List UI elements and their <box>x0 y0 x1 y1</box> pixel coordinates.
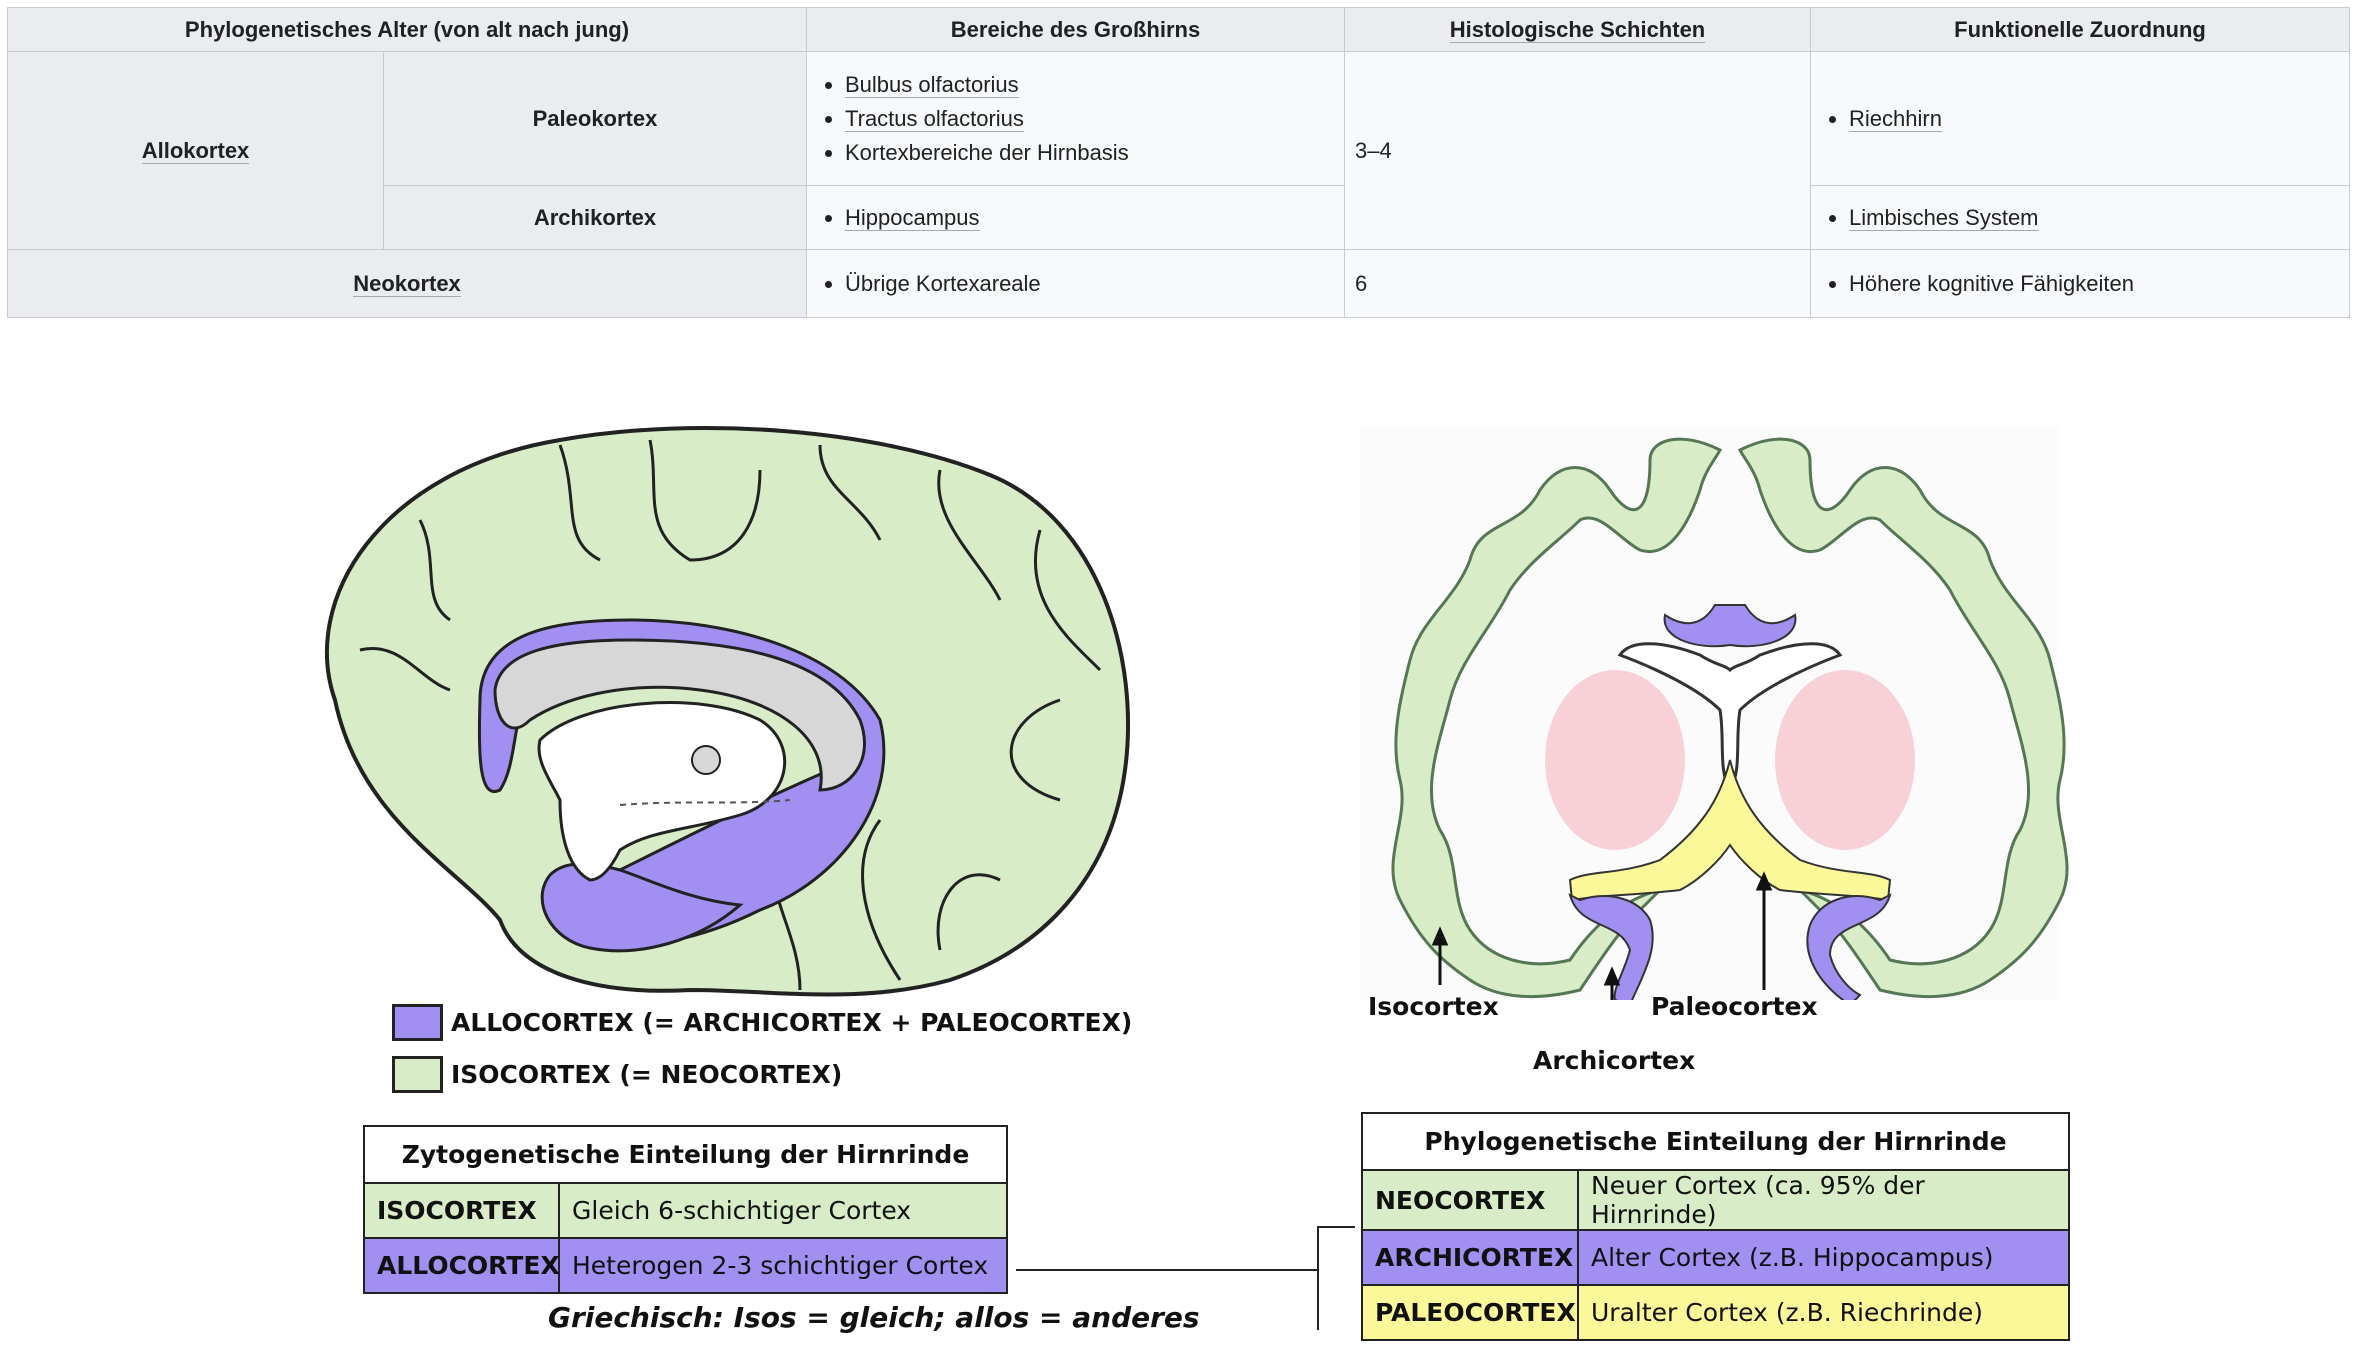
header-function: Funktionelle Zuordnung <box>1810 7 2350 52</box>
connector-bracket <box>1016 1226 1355 1330</box>
archikortex-cell: Archikortex <box>383 185 807 250</box>
isocortex-swatch <box>392 1056 443 1093</box>
coronal-section-illustration <box>1360 425 2069 1000</box>
kognitive-faehigkeiten-text: Höhere kognitive Fähigkeiten <box>1849 270 2134 296</box>
paleocortex-region <box>1568 759 1892 902</box>
phylogenetic-table-title: Phylogenetische Einteilung der Hirnrinde <box>1361 1112 2070 1171</box>
table-row: ALLOCORTEX Heterogen 2-3 schichtiger Cor… <box>363 1237 1009 1294</box>
archikortex-function-cell: Limbisches System <box>1810 185 2350 250</box>
list-item: Hippocampus <box>845 201 1344 235</box>
medial-brain-illustration <box>325 425 1130 997</box>
legend-allocortex: ALLOCORTEX (= ARCHICORTEX + PALEOCORTEX) <box>392 1004 1132 1041</box>
histologische-schichten-link[interactable]: Histologische Schichten <box>1449 16 1706 43</box>
greek-etymology-note: Griechisch: Isos = gleich; allos = ander… <box>548 1301 1200 1334</box>
ventricle-outline <box>1617 642 1843 793</box>
neokortex-link[interactable]: Neokortex <box>353 270 461 297</box>
diencephalon <box>537 701 787 882</box>
paleokortex-cell: Paleokortex <box>383 51 807 186</box>
phylo-key-archicortex: ARCHICORTEX <box>1361 1229 1579 1286</box>
right-basal-ganglia <box>1775 670 1915 850</box>
paleocortex-label: Paleocortex <box>1651 992 1818 1021</box>
riechhirn-link[interactable]: Riechhirn <box>1849 105 1942 132</box>
left-basal-ganglia <box>1545 670 1685 850</box>
zyto-key-allocortex: ALLOCORTEX <box>363 1237 560 1294</box>
isocortex-label: Isocortex <box>1368 992 1499 1021</box>
legend-isocortex-label: ISOCORTEX (= NEOCORTEX) <box>451 1060 843 1089</box>
allo-layers-cell: 3–4 <box>1344 51 1811 250</box>
neokortex-function-cell: Höhere kognitive Fähigkeiten <box>1810 249 2350 318</box>
neokortex-cell: Neokortex <box>7 249 807 318</box>
zytogenetic-table-title: Zytogenetische Einteilung der Hirnrinde <box>362 1125 1009 1184</box>
thalamus-nucleus <box>691 745 721 775</box>
table-row: ARCHICORTEX Alter Cortex (z.B. Hippocamp… <box>1361 1229 2070 1286</box>
corpus-callosum <box>493 638 866 792</box>
allocortex-fornix-region <box>1663 604 1797 648</box>
list-item: Tractus olfactorius <box>845 102 1344 136</box>
archicortex-label: Archicortex <box>1533 1046 1696 1075</box>
phylo-value-paleocortex: Uralter Cortex (z.B. Riechrinde) <box>1577 1284 2070 1341</box>
list-item: Kortexbereiche der Hirnbasis <box>845 136 1344 170</box>
header-phylogenetic-age: Phylogenetisches Alter (von alt nach jun… <box>7 7 807 52</box>
table-row-neokortex: Neokortex Übrige Kortexareale 6 Höhere k… <box>7 249 2350 318</box>
left-hemisphere-cortex <box>1391 437 1723 998</box>
table-row: NEOCORTEX Neuer Cortex (ca. 95% der Hirn… <box>1361 1169 2070 1231</box>
zyto-key-isocortex: ISOCORTEX <box>363 1182 560 1239</box>
table-row: PALEOCORTEX Uralter Cortex (z.B. Riechri… <box>1361 1284 2070 1341</box>
zytogenetic-table: Zytogenetische Einteilung der Hirnrinde … <box>362 1125 1009 1294</box>
table-row-archikortex: Archikortex Hippocampus Limbisches Syste… <box>8 185 2350 250</box>
zyto-value-allocortex: Heterogen 2-3 schichtiger Cortex <box>557 1237 1009 1294</box>
paleokortex-areas-cell: Bulbus olfactorius Tractus olfactorius K… <box>806 51 1345 186</box>
list-item: Übrige Kortexareale <box>845 267 1344 301</box>
list-item: Bulbus olfactorius <box>845 68 1344 102</box>
legend-isocortex: ISOCORTEX (= NEOCORTEX) <box>392 1056 842 1093</box>
archikortex-areas-cell: Hippocampus <box>806 185 1345 250</box>
phylo-key-paleocortex: PALEOCORTEX <box>1361 1284 1579 1341</box>
allokortex-link[interactable]: Allokortex <box>141 137 250 164</box>
cortex-figure: ALLOCORTEX (= ARCHICORTEX + PALEOCORTEX)… <box>0 380 2355 1347</box>
table-header-row: Phylogenetisches Alter (von alt nach jun… <box>7 7 2350 52</box>
bulbus-olfactorius-link[interactable]: Bulbus olfactorius <box>845 71 1019 98</box>
cortex-comparison-table: Phylogenetisches Alter (von alt nach jun… <box>7 7 2350 318</box>
hippocampus-link[interactable]: Hippocampus <box>845 204 980 231</box>
limbisches-system-link[interactable]: Limbisches System <box>1849 204 2039 231</box>
allocortex-swatch <box>392 1004 443 1041</box>
legend-allocortex-label: ALLOCORTEX (= ARCHICORTEX + PALEOCORTEX) <box>451 1008 1133 1037</box>
header-areas: Bereiche des Großhirns <box>806 7 1345 52</box>
hypothalamic-line <box>619 799 791 806</box>
phylo-key-neocortex: NEOCORTEX <box>1361 1169 1579 1231</box>
allokortex-cell: Allokortex <box>7 51 384 250</box>
uebrige-kortexareale-text: Übrige Kortexareale <box>845 270 1041 296</box>
tractus-olfactorius-link[interactable]: Tractus olfactorius <box>845 105 1024 132</box>
paleokortex-function-cell: Riechhirn <box>1810 51 2350 186</box>
hirnbasis-text: Kortexbereiche der Hirnbasis <box>845 139 1129 165</box>
zyto-value-isocortex: Gleich 6-schichtiger Cortex <box>557 1182 1009 1239</box>
neokortex-areas-cell: Übrige Kortexareale <box>806 249 1345 318</box>
gyri-lines <box>359 439 1102 991</box>
list-item: Limbisches System <box>1849 201 2349 235</box>
phylogenetic-table: Phylogenetische Einteilung der Hirnrinde… <box>1361 1112 2070 1341</box>
list-item: Riechhirn <box>1849 102 2349 136</box>
list-item: Höhere kognitive Fähigkeiten <box>1849 267 2349 301</box>
table-row: ISOCORTEX Gleich 6-schichtiger Cortex <box>363 1182 1009 1239</box>
phylo-value-neocortex: Neuer Cortex (ca. 95% der Hirnrinde) <box>1577 1169 2070 1231</box>
label-arrows <box>1431 871 1773 1000</box>
allocortex-right-hippocampus <box>1806 893 1892 1000</box>
phylo-value-archicortex: Alter Cortex (z.B. Hippocampus) <box>1577 1229 2070 1286</box>
neo-layers-cell: 6 <box>1344 249 1811 318</box>
header-layers: Histologische Schichten <box>1344 7 1811 52</box>
table-row-paleokortex: Allokortex Paleokortex Bulbus olfactoriu… <box>7 51 2350 250</box>
allocortex-left-hippocampus <box>1568 893 1654 1000</box>
right-hemisphere-cortex <box>1737 437 2069 998</box>
